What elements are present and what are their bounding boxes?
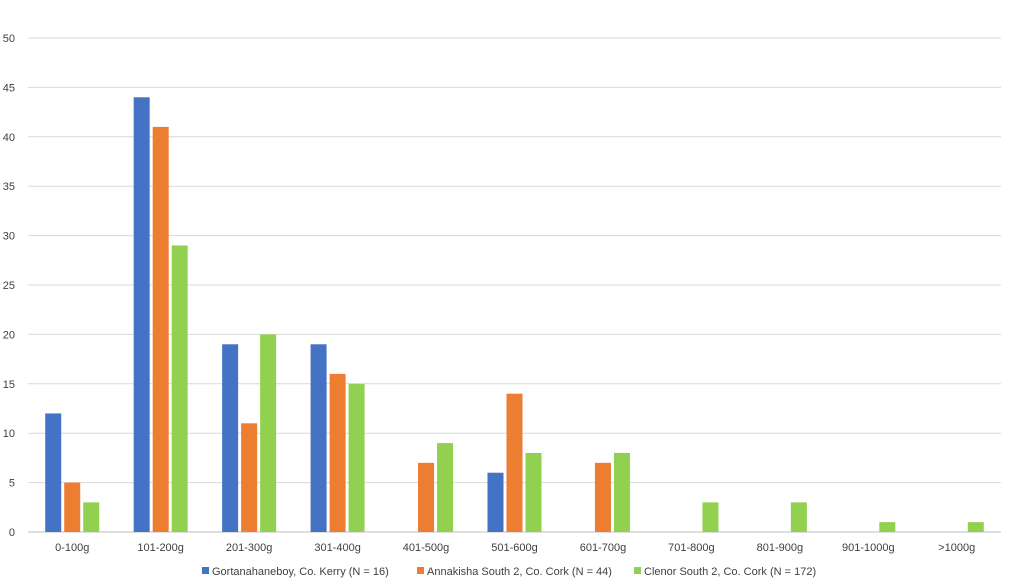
bar <box>790 502 807 532</box>
x-tick-label: 901-1000g <box>842 542 895 554</box>
bar <box>222 344 239 532</box>
bar <box>310 344 327 532</box>
y-tick-label: 50 <box>3 33 15 45</box>
x-tick-label: 601-700g <box>580 542 627 554</box>
legend-label: Clenor South 2, Co. Cork (N = 172) <box>644 566 816 578</box>
bar <box>487 472 504 532</box>
bar <box>45 413 62 532</box>
y-tick-label: 45 <box>3 82 15 94</box>
legend-label: Gortanahaneboy, Co. Kerry (N = 16) <box>212 566 389 578</box>
bar <box>506 393 523 532</box>
legend-swatch <box>417 567 424 574</box>
x-tick-label: 801-900g <box>757 542 804 554</box>
x-tick-label: 501-600g <box>491 542 538 554</box>
bar <box>64 482 81 532</box>
y-tick-label: 40 <box>3 132 15 144</box>
bar <box>437 443 454 532</box>
bar <box>348 383 365 532</box>
bar <box>613 452 630 532</box>
bar <box>260 334 277 532</box>
x-tick-label: 101-200g <box>137 542 184 554</box>
bar <box>133 97 150 532</box>
legend-swatch <box>202 567 209 574</box>
y-tick-label: 0 <box>9 527 15 539</box>
gridlines <box>28 37 1001 533</box>
legend-swatch <box>634 567 641 574</box>
y-tick-label: 10 <box>3 428 15 440</box>
y-tick-label: 5 <box>9 478 15 490</box>
bar <box>418 462 435 532</box>
x-tick-label: 401-500g <box>403 542 450 554</box>
bar <box>702 502 719 532</box>
bar <box>967 522 984 532</box>
y-tick-label: 25 <box>3 280 15 292</box>
y-tick-label: 15 <box>3 379 15 391</box>
x-tick-label: 301-400g <box>314 542 361 554</box>
bars <box>45 97 984 533</box>
bar <box>525 452 542 532</box>
bar <box>171 245 188 533</box>
y-tick-label: 35 <box>3 181 15 193</box>
legend: Gortanahaneboy, Co. Kerry (N = 16) Annaki… <box>202 566 816 578</box>
bar <box>594 462 611 532</box>
bar <box>241 423 258 532</box>
x-axis: 0-100g 101-200g 201-300g 301-400g 401-500g 50… <box>55 542 975 554</box>
y-tick-label: 20 <box>3 329 15 341</box>
x-tick-label: 0-100g <box>55 542 89 554</box>
x-tick-label: 201-300g <box>226 542 273 554</box>
y-axis: 0 5 10 15 20 25 30 35 40 45 50 <box>3 33 15 539</box>
legend-label: Annakisha South 2, Co. Cork (N = 44) <box>427 566 612 578</box>
bar <box>879 522 896 532</box>
bar <box>329 373 346 532</box>
x-tick-label: >1000g <box>938 542 975 554</box>
y-tick-label: 30 <box>3 231 15 243</box>
bar <box>152 126 169 533</box>
bar <box>83 502 100 532</box>
x-tick-label: 701-800g <box>668 542 715 554</box>
